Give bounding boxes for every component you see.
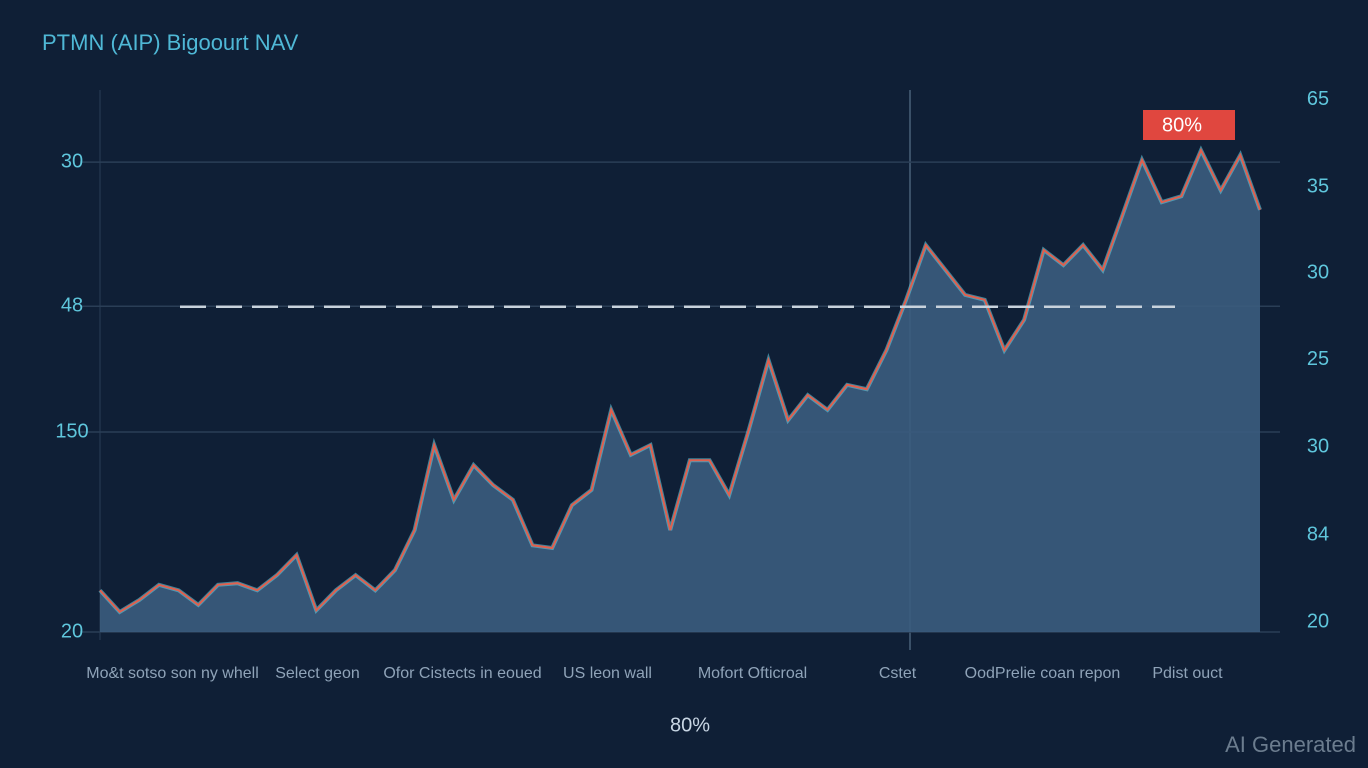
x-tick-label: Cstet [879, 665, 917, 682]
y2-tick-label: 30 [1307, 261, 1329, 283]
y2-tick-label: 65 [1307, 88, 1329, 110]
x-tick-label: US leon wall [563, 665, 652, 682]
x-tick-label: Pdist ouct [1152, 665, 1223, 682]
x-tick-label: Ofor Cistects in eoued [383, 665, 541, 682]
x-tick-label: Mofort Ofticroal [698, 665, 807, 682]
y2-tick-label: 84 [1307, 523, 1329, 545]
y-tick-label: 150 [55, 420, 88, 442]
area [100, 150, 1260, 632]
x-tick-label: Mo&t sotso son ny whell [86, 665, 259, 682]
x-tick-label: OodPrelie coan repon [965, 665, 1121, 682]
watermark: AI Generated [1225, 732, 1356, 757]
y2-tick-label: 35 [1307, 175, 1329, 197]
y2-tick-label: 30 [1307, 435, 1329, 457]
annotation: 80% [1162, 114, 1202, 136]
y-tick-label: 20 [61, 620, 83, 642]
y-tick-label: 48 [61, 295, 83, 317]
chart-title: PTMN (AIP) Bigoourt NAV [42, 30, 299, 55]
y2-tick-label: 20 [1307, 611, 1329, 633]
y2-tick-label: 25 [1307, 348, 1329, 370]
footer: 80% [670, 714, 710, 736]
line [99, 147, 1261, 614]
plot: 30 48 150 20 65 35 30 25 30 84 20 Mo&t sotso son ny… [55, 88, 1329, 682]
y-tick-label: 30 [61, 150, 83, 172]
annotation-box [1143, 110, 1235, 140]
x-tick-label: Select geon [275, 665, 360, 682]
